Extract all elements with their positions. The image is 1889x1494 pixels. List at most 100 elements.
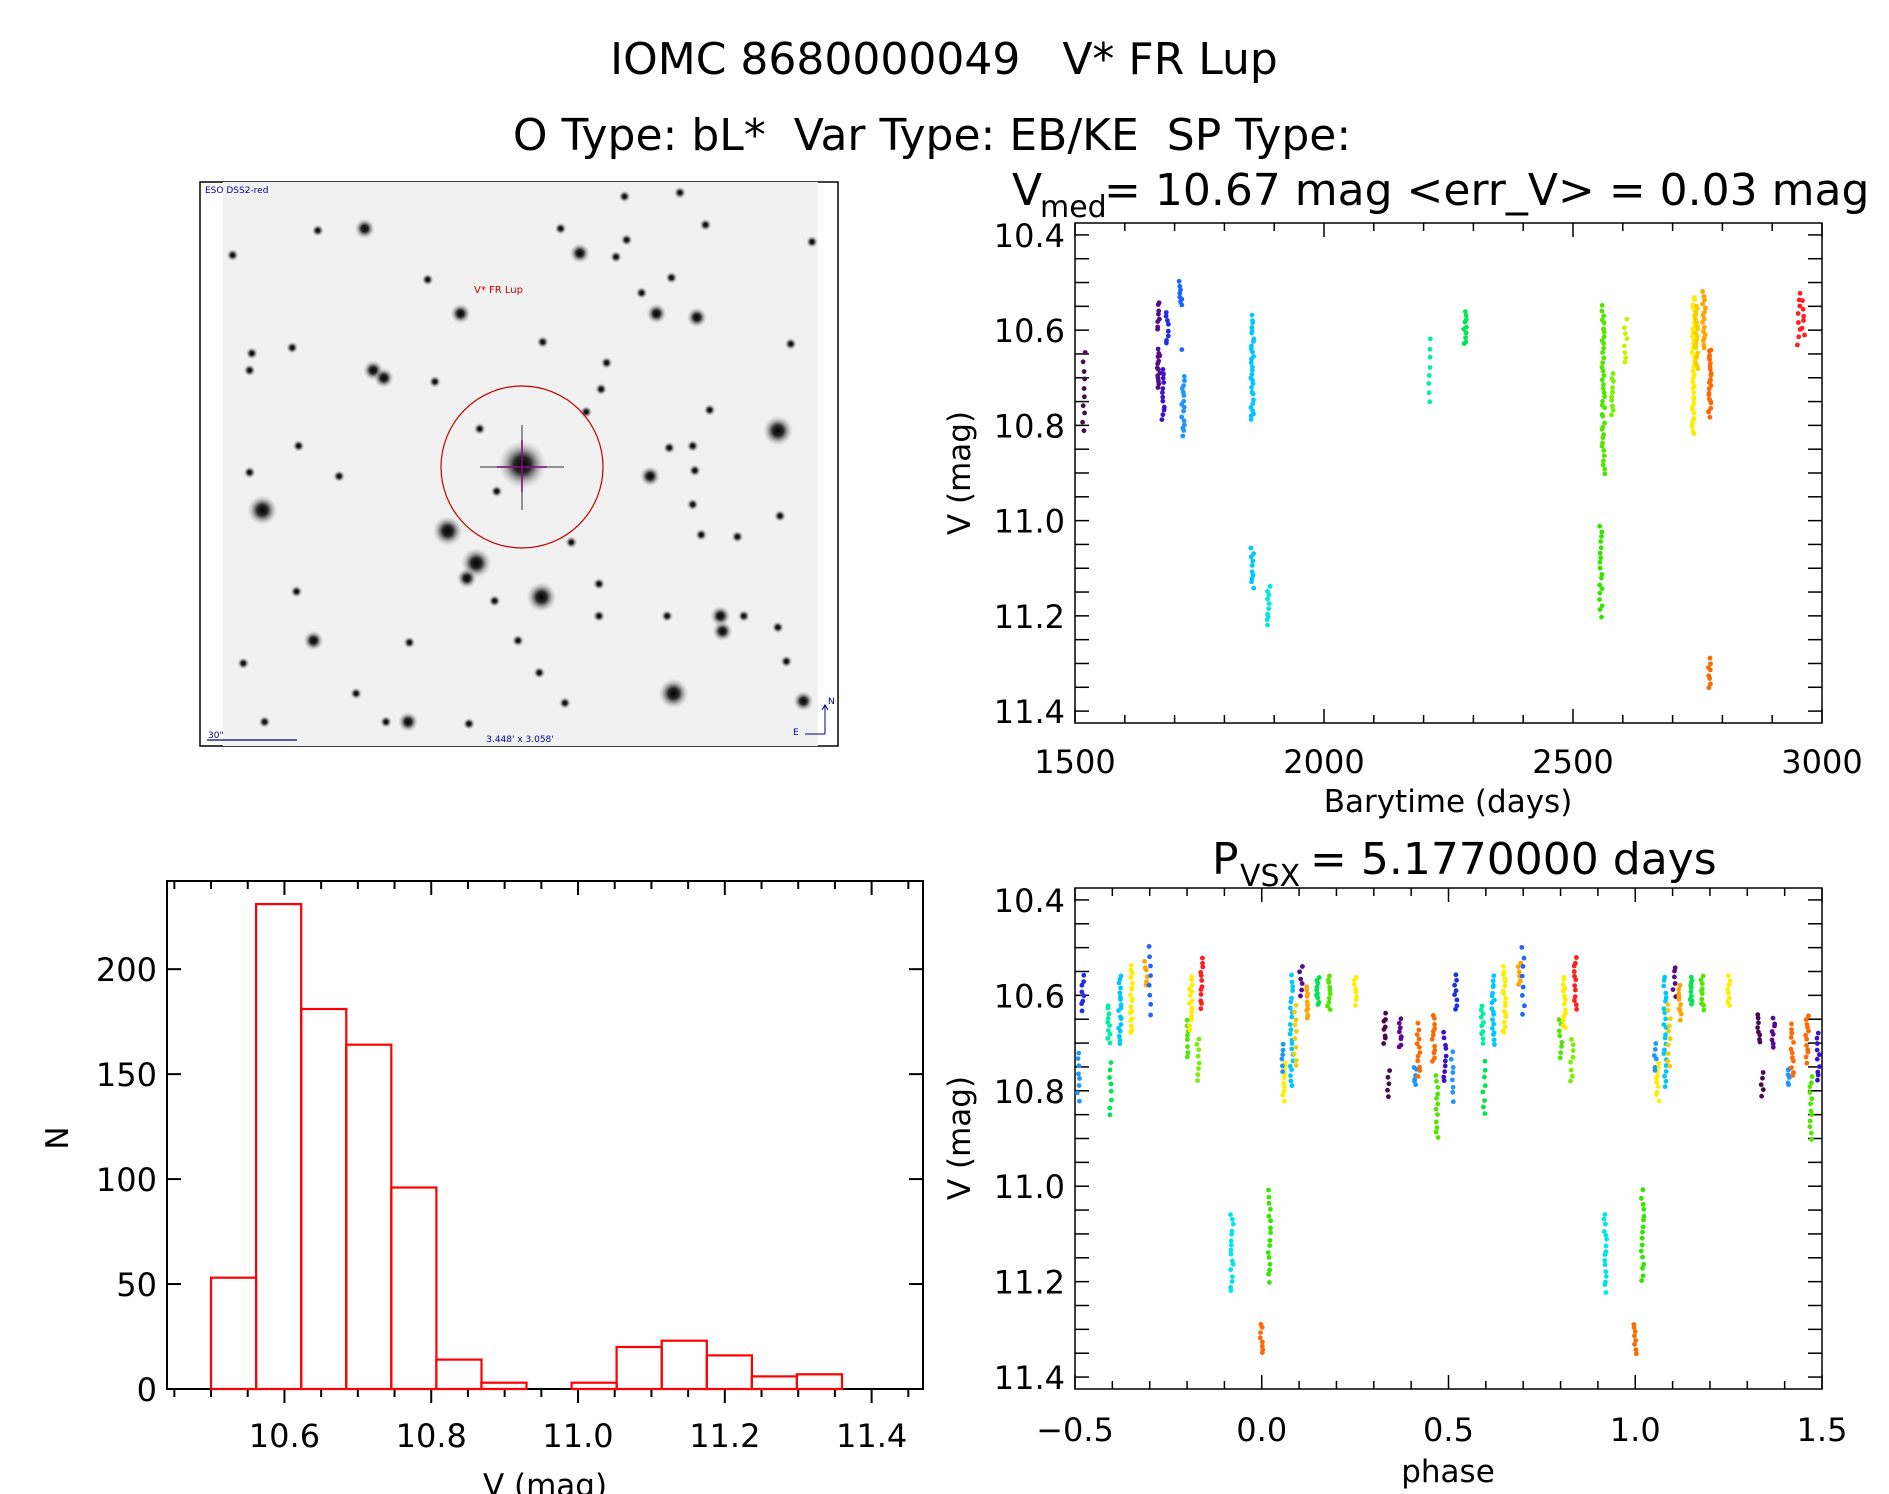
data-point	[1760, 1087, 1766, 1092]
data-point	[1431, 1050, 1437, 1056]
data-point	[1814, 1047, 1820, 1053]
data-point	[1387, 1068, 1392, 1073]
star-field	[226, 186, 818, 732]
data-point	[1298, 993, 1303, 999]
data-point	[1655, 1083, 1661, 1089]
data-point	[1688, 989, 1694, 995]
data-point	[1672, 968, 1677, 974]
data-point	[1600, 435, 1606, 441]
data-point	[1461, 326, 1467, 332]
data-point	[1280, 1092, 1286, 1098]
data-point	[1129, 986, 1134, 992]
data-point	[1599, 377, 1605, 383]
data-point	[1789, 1021, 1794, 1027]
data-point	[1450, 1065, 1456, 1070]
data-point	[1786, 1075, 1792, 1080]
data-point	[1703, 305, 1708, 311]
data-point	[1557, 1033, 1563, 1039]
data-point	[1791, 1040, 1796, 1045]
data-point	[1179, 347, 1185, 352]
data-point	[1568, 1078, 1573, 1084]
data-point	[1611, 378, 1616, 384]
data-point	[1288, 1078, 1294, 1084]
data-point	[1702, 325, 1707, 330]
data-point	[1315, 980, 1321, 986]
data-point	[1695, 366, 1701, 371]
data-point	[1293, 1017, 1299, 1023]
data-point	[1661, 978, 1667, 983]
star	[686, 307, 707, 328]
data-point	[1640, 1187, 1646, 1193]
data-point	[1638, 1248, 1644, 1254]
field-size-label: 3.448' x 3.058'	[486, 735, 554, 745]
star	[703, 404, 716, 416]
data-point	[1571, 963, 1577, 969]
data-point	[1164, 340, 1169, 346]
y-tick-label: 200	[96, 951, 157, 989]
data-point	[1695, 306, 1700, 311]
data-point	[1661, 1051, 1667, 1056]
data-point	[1416, 1036, 1422, 1042]
data-point	[1433, 1106, 1439, 1112]
y-tick-label: 50	[116, 1266, 157, 1304]
data-point	[1105, 1016, 1111, 1021]
data-point	[1381, 1018, 1387, 1024]
data-point	[1443, 1046, 1449, 1051]
histogram-bar	[255, 902, 303, 1391]
data-point	[1148, 1012, 1153, 1018]
data-point	[1290, 984, 1296, 989]
data-point	[1770, 1044, 1776, 1050]
data-point	[1248, 413, 1254, 419]
data-point	[1267, 1280, 1272, 1285]
data-point	[1281, 1088, 1287, 1094]
data-point	[1453, 988, 1459, 994]
data-point	[1656, 1098, 1662, 1104]
data-point	[1560, 988, 1566, 994]
data-point	[1677, 982, 1683, 988]
data-point	[1266, 606, 1272, 611]
data-point	[1640, 1273, 1646, 1279]
data-point	[1118, 1022, 1124, 1027]
data-point	[1491, 1037, 1497, 1043]
data-point	[1688, 985, 1694, 991]
star	[661, 610, 674, 622]
main-title: IOMC 8680000049 V* FR Lup	[610, 34, 1278, 85]
data-point	[1450, 1070, 1456, 1075]
data-point	[1116, 1033, 1122, 1039]
data-point	[1631, 1325, 1637, 1330]
data-point	[1561, 976, 1567, 982]
y-tick-label: 11.0	[994, 1168, 1065, 1206]
data-point	[1181, 418, 1187, 424]
data-point	[1691, 431, 1697, 437]
data-point	[1228, 1238, 1234, 1244]
data-point	[1160, 375, 1166, 381]
data-point	[1189, 977, 1194, 983]
data-point	[1689, 350, 1695, 355]
data-point	[1293, 1002, 1299, 1008]
data-point	[1708, 681, 1713, 687]
star	[290, 585, 303, 598]
data-point	[1268, 1218, 1273, 1224]
phase-curve-ylabel: V (mag)	[942, 1076, 978, 1200]
data-point	[1708, 400, 1714, 406]
star	[373, 367, 394, 388]
data-point	[1479, 1003, 1485, 1009]
data-point	[1280, 1052, 1286, 1058]
data-point	[1694, 333, 1700, 339]
data-point	[1230, 1262, 1236, 1267]
data-point	[1327, 987, 1333, 993]
data-point	[1176, 278, 1182, 284]
data-point	[1817, 1052, 1822, 1058]
data-point	[1690, 375, 1696, 381]
data-point	[1692, 297, 1697, 302]
data-point	[1146, 982, 1152, 988]
data-point	[1653, 1076, 1659, 1082]
data-point	[1665, 1042, 1671, 1048]
data-point	[1426, 381, 1432, 386]
data-point	[1570, 1073, 1575, 1079]
data-point	[1280, 1047, 1286, 1053]
data-point	[1519, 973, 1525, 979]
data-point	[1702, 297, 1707, 303]
data-point	[1597, 565, 1603, 571]
